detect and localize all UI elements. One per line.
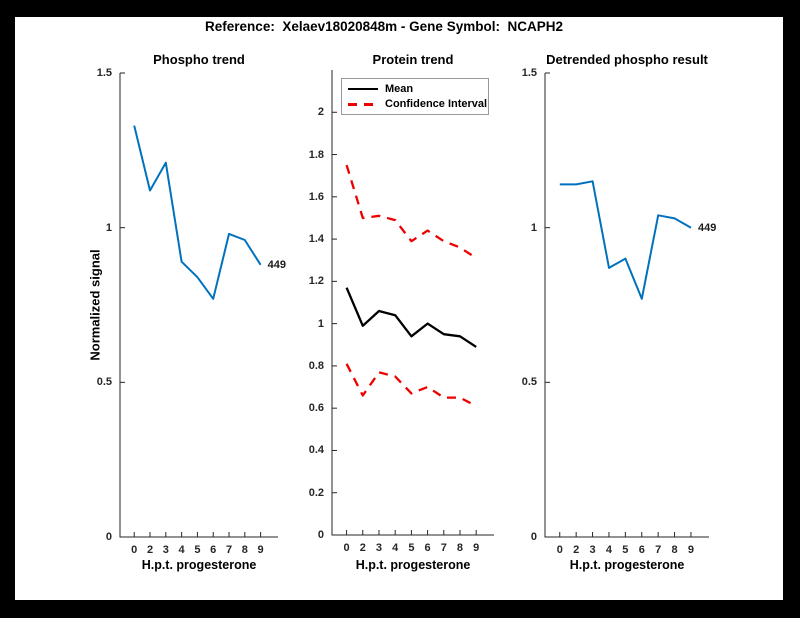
legend-entry-mean: Mean	[342, 81, 488, 96]
y-tick-label-1: 1.6	[308, 190, 324, 203]
x-tick-label-0: 4	[178, 544, 185, 556]
series-end-label-0: 449	[267, 258, 286, 271]
y-tick-label-2: 1	[530, 221, 537, 234]
y-tick-label-1: 0.6	[308, 402, 324, 415]
x-tick-label-2: 2	[573, 544, 580, 556]
y-tick-label-1: 0.8	[308, 359, 324, 372]
x-tick-label-2: 5	[622, 544, 629, 556]
series-detrended-phospho	[559, 180, 692, 300]
x-tick-label-2: 6	[638, 544, 645, 556]
x-tick-label-0: 2	[146, 544, 154, 556]
series-ci-lower	[345, 363, 477, 408]
series-ci-upper	[345, 164, 477, 260]
x-axis-label-0: H.p.t. progesterone	[141, 558, 257, 572]
legend-label-mean: Mean	[385, 82, 414, 95]
series-end-label-2: 449	[697, 221, 717, 234]
subplot-title-2: Detrended phospho result	[546, 52, 708, 67]
x-tick-label-2: 0	[556, 544, 563, 556]
x-tick-label-1: 7	[440, 542, 447, 554]
y-tick-label-0: 1.5	[96, 67, 112, 79]
x-tick-label-1: 3	[375, 542, 383, 554]
y-tick-label-1: 1.4	[308, 233, 324, 246]
x-axis-label-1: H.p.t. progesterone	[355, 558, 471, 572]
y-tick-label-2: 0.5	[521, 376, 537, 389]
y-tick-label-0: 0	[105, 531, 112, 543]
figure-title: Reference: Xelaev18020848m - Gene Symbol…	[205, 19, 563, 34]
x-tick-label-0: 6	[210, 544, 217, 556]
x-tick-label-1: 8	[456, 542, 464, 554]
x-tick-label-0: 0	[131, 544, 138, 556]
x-tick-label-1: 2	[359, 542, 366, 554]
subplot-title-0: Phospho trend	[153, 52, 245, 67]
x-tick-label-1: 0	[343, 542, 350, 554]
y-tick-label-2: 0	[530, 531, 537, 543]
x-tick-label-2: 4	[605, 544, 613, 556]
x-tick-label-0: 8	[241, 544, 248, 556]
subplot-title-1: Protein trend	[372, 52, 454, 67]
legend-box: Mean Confidence Interval	[341, 78, 489, 115]
x-tick-label-2: 7	[655, 544, 662, 556]
x-tick-label-2: 9	[687, 544, 695, 556]
x-tick-label-2: 3	[589, 544, 596, 556]
y-tick-label-1: 1.2	[308, 275, 324, 288]
x-tick-label-0: 3	[162, 544, 169, 556]
series-mean	[345, 287, 477, 348]
y-tick-label-1: 2	[317, 106, 324, 119]
x-tick-label-1: 6	[424, 542, 431, 554]
legend-entry-confidence-interval: Confidence Interval	[342, 97, 488, 112]
y-tick-label-1: 0	[317, 529, 324, 541]
mean-line-sample-icon	[348, 87, 378, 90]
y-tick-label-1: 1.8	[308, 148, 324, 161]
x-axis-label-2: H.p.t. progesterone	[569, 558, 685, 572]
x-tick-label-0: 5	[194, 544, 201, 556]
x-tick-label-0: 9	[257, 544, 264, 556]
x-tick-label-2: 8	[671, 544, 678, 556]
series-phospho-signal	[133, 125, 262, 300]
x-tick-label-0: 7	[225, 544, 233, 556]
y-tick-label-1: 0.2	[308, 486, 324, 499]
y-axis-label-0: Normalized signal	[87, 249, 103, 361]
y-tick-label-2: 1.5	[521, 67, 537, 79]
y-tick-label-1: 1	[317, 317, 324, 330]
y-tick-label-0: 0.5	[96, 376, 112, 389]
x-tick-label-1: 5	[408, 542, 415, 554]
y-tick-label-1: 0.4	[308, 444, 324, 457]
y-tick-label-0: 1	[105, 221, 112, 234]
x-tick-label-1: 9	[473, 542, 480, 554]
confidence-interval-line-sample-icon	[348, 102, 378, 106]
x-tick-label-1: 4	[392, 542, 399, 554]
legend-label-confidence-interval: Confidence Interval	[385, 98, 488, 111]
